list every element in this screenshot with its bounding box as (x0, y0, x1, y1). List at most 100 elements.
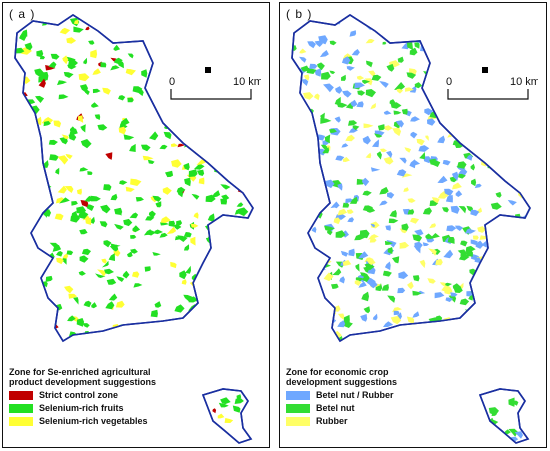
land-patch (56, 257, 64, 265)
land-patch (62, 55, 69, 65)
land-patch (342, 320, 353, 328)
land-patch (55, 167, 60, 175)
land-patch (323, 83, 334, 93)
land-patch (467, 332, 478, 337)
land-patch (361, 79, 371, 84)
land-patch (521, 264, 529, 273)
land-patch (476, 426, 484, 435)
land-patch (125, 68, 136, 76)
land-patch (382, 15, 391, 21)
land-patch (248, 129, 253, 137)
land-patch (467, 112, 475, 120)
land-patch (91, 102, 99, 108)
land-patch (176, 186, 186, 194)
land-patch (305, 240, 311, 250)
land-patch (389, 210, 397, 218)
land-patch (358, 281, 367, 288)
land-patch (379, 186, 389, 195)
land-patch (455, 225, 463, 231)
land-patch (419, 152, 426, 160)
land-patch (163, 131, 172, 140)
land-patch (320, 198, 327, 206)
land-patch (493, 295, 500, 303)
land-patch (24, 432, 36, 441)
land-patch (249, 412, 253, 418)
land-patch (181, 279, 187, 285)
land-patch (313, 93, 320, 101)
land-patch (303, 92, 314, 100)
region-main-outline (291, 14, 531, 343)
land-patch (152, 252, 161, 256)
land-patch (471, 338, 482, 346)
land-patch (236, 202, 244, 207)
land-patch (520, 311, 529, 316)
land-patch (420, 437, 431, 443)
land-patch (526, 394, 530, 402)
land-patch (501, 36, 511, 43)
land-patch (370, 103, 376, 110)
land-patch (337, 208, 348, 216)
land-patch (321, 71, 331, 80)
land-patch (149, 344, 160, 349)
land-patch (359, 15, 366, 22)
land-patch (153, 34, 165, 43)
land-patch (317, 260, 325, 265)
land-patch (519, 270, 526, 281)
land-patch (394, 82, 406, 91)
land-patch (304, 340, 311, 350)
land-patch (206, 36, 215, 43)
land-patch (66, 250, 74, 256)
land-patch (441, 284, 451, 293)
land-patch (217, 270, 221, 276)
land-patch (212, 255, 220, 261)
land-patch (97, 124, 108, 131)
land-patch (327, 230, 333, 236)
land-patch (478, 383, 489, 388)
land-patch (83, 57, 88, 65)
land-patch (383, 437, 394, 443)
land-patch (57, 185, 67, 194)
land-patch (318, 35, 328, 45)
land-patch (221, 243, 232, 250)
land-patch (511, 46, 520, 54)
land-patch (407, 198, 416, 203)
land-patch (24, 202, 34, 212)
land-patch (297, 196, 305, 202)
land-patch (54, 213, 64, 221)
land-patch (50, 53, 60, 60)
legend-swatch (286, 403, 310, 413)
land-patch (64, 285, 74, 294)
land-patch (396, 88, 404, 94)
land-patch (308, 360, 318, 367)
land-patch (127, 53, 134, 59)
land-patch (480, 107, 491, 114)
land-patch (317, 62, 325, 71)
land-patch (521, 273, 530, 280)
land-patch (475, 240, 484, 249)
land-patch (154, 301, 162, 308)
land-patch (334, 116, 341, 123)
land-patch (414, 229, 424, 236)
land-patch (293, 305, 301, 313)
land-patch (346, 209, 354, 214)
land-patch (490, 244, 496, 252)
legend-title-b-line1: Zone for economic crop (286, 367, 389, 377)
land-patch (234, 281, 244, 290)
land-patch (366, 258, 376, 265)
land-patch (103, 184, 112, 191)
legend-title-b-line2: development suggestions (286, 377, 398, 387)
land-patch (493, 340, 504, 348)
land-patch (459, 26, 469, 31)
land-patch (24, 42, 33, 51)
land-patch (15, 183, 20, 193)
land-patch (103, 240, 112, 248)
land-patch (445, 282, 453, 287)
land-patch (92, 344, 99, 350)
land-patch (295, 249, 306, 257)
land-patch (429, 233, 440, 240)
land-patch (40, 71, 49, 81)
land-patch (19, 278, 30, 284)
land-patch (460, 57, 469, 65)
land-patch (337, 320, 346, 328)
land-patch (222, 30, 226, 40)
